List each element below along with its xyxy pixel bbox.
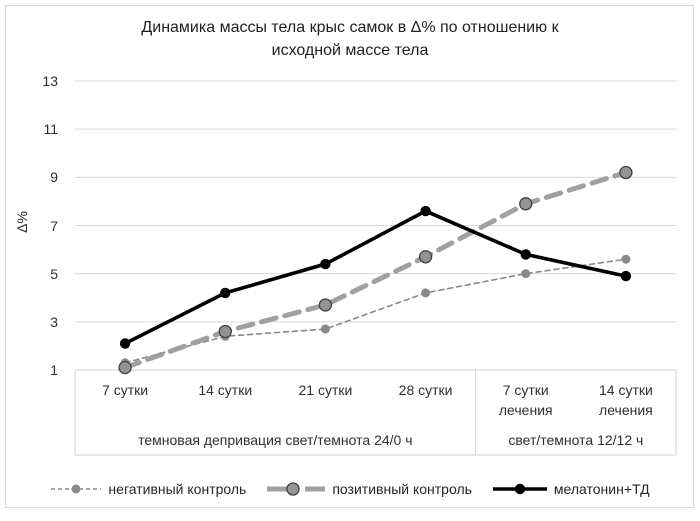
chart-border bbox=[5, 5, 694, 508]
x-category-label: 14 сутки bbox=[198, 382, 253, 398]
y-tick-label: 7 bbox=[50, 217, 58, 234]
series-melatonin-td-marker bbox=[320, 258, 331, 270]
series-negative-control-marker bbox=[320, 324, 330, 334]
legend-swatch-negative-control bbox=[51, 484, 102, 494]
series-positive-control-line bbox=[122, 170, 629, 371]
legend-label: мелатонин+ТД bbox=[553, 481, 650, 497]
legend-swatch-melatonin-td bbox=[492, 483, 547, 495]
series-positive-control bbox=[118, 165, 633, 375]
x-category-label: 7 сутки bbox=[102, 382, 149, 398]
x-category-label: 14 сутки лечения bbox=[598, 382, 653, 418]
series-melatonin-td-marker bbox=[520, 249, 531, 260]
series-melatonin-td-marker bbox=[420, 205, 431, 217]
y-tick-label: 5 bbox=[50, 265, 58, 282]
series-melatonin-td-line bbox=[123, 209, 628, 346]
x-category-label: 28 сутки bbox=[398, 382, 453, 398]
legend-item-positive-control: позитивный контроль bbox=[266, 481, 472, 497]
legend: негативный контроль позитивный контроль ме… bbox=[0, 476, 700, 502]
series-negative-control-line bbox=[124, 258, 627, 364]
y-tick-label: 1 bbox=[50, 362, 58, 378]
y-tick-label: 3 bbox=[50, 313, 58, 330]
legend-swatch-positive-control bbox=[267, 482, 326, 496]
series-negative-control-marker bbox=[621, 254, 631, 264]
legend-label: негативный контроль bbox=[108, 481, 247, 497]
y-tick-label: 13 bbox=[42, 73, 58, 89]
series-positive-control-marker bbox=[619, 165, 633, 180]
chart-title-line-1: Динамика массы тела крыс самок в Δ% по о… bbox=[141, 19, 559, 36]
legend-item-negative-control: негативный контроль bbox=[50, 481, 246, 497]
series-melatonin-td-marker bbox=[620, 270, 632, 282]
legend-item-melatonin-td: мелатонин+ТД bbox=[492, 481, 650, 497]
series-melatonin-td-marker bbox=[220, 287, 231, 299]
chart-title: Динамика массы тела крыс самок в Δ% по о… bbox=[0, 16, 700, 62]
series-positive-control-marker bbox=[218, 324, 232, 339]
x-group-label: темновая депривация свет/темнота 24/0 ч bbox=[138, 432, 413, 448]
series-positive-control-marker bbox=[519, 197, 533, 211]
series-negative-control-marker bbox=[521, 269, 531, 279]
x-group-label: свет/темнота 12/12 ч bbox=[508, 432, 644, 448]
series-melatonin-td bbox=[119, 205, 632, 349]
y-tick-label: 11 bbox=[43, 121, 58, 138]
series-melatonin-td-marker bbox=[119, 338, 131, 349]
series-negative-control-marker bbox=[421, 288, 431, 298]
series-positive-control-marker bbox=[118, 360, 132, 375]
series-positive-control-marker bbox=[418, 250, 433, 264]
x-axis-box bbox=[74, 369, 677, 456]
y-tick-label: 9 bbox=[50, 169, 58, 186]
x-category-label: 7 сутки лечения bbox=[498, 382, 553, 418]
series-positive-control-marker bbox=[318, 298, 333, 312]
x-category-label: 21 сутки bbox=[298, 382, 353, 398]
chart-title-line-2: исходной массе тела bbox=[271, 42, 429, 59]
legend-label: позитивный контроль bbox=[332, 481, 472, 497]
series-negative-control bbox=[120, 254, 631, 368]
